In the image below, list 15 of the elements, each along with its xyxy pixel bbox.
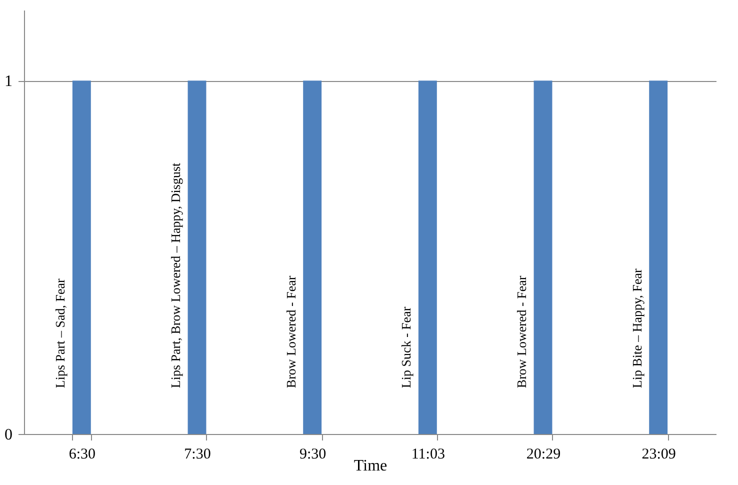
- x-tick-label: 11:03: [411, 446, 445, 462]
- annotation: Lips Part – Sad, Fear: [52, 278, 68, 388]
- y-tick-label: 0: [4, 426, 12, 444]
- x-tick-label: 9:30: [299, 446, 326, 462]
- x-tick-label: 7:30: [184, 446, 211, 462]
- y-tick-label: 1: [4, 73, 12, 90]
- annotation: Lip Suck - Fear: [398, 306, 414, 388]
- annotation: Brow Lowered - Fear: [283, 275, 298, 388]
- x-tick-label: 6:30: [68, 446, 96, 462]
- annotation: Lips Part, Brow Lowered – Happy, Disgust: [168, 162, 183, 388]
- x-tick-label: 20:29: [526, 446, 561, 462]
- x-tick-label: 23:09: [642, 446, 676, 462]
- annotation: Brow Lowered - Fear: [514, 275, 529, 388]
- annotation: Lip Bite – Happy, Fear: [629, 268, 644, 388]
- x-axis-title: Time: [354, 458, 388, 474]
